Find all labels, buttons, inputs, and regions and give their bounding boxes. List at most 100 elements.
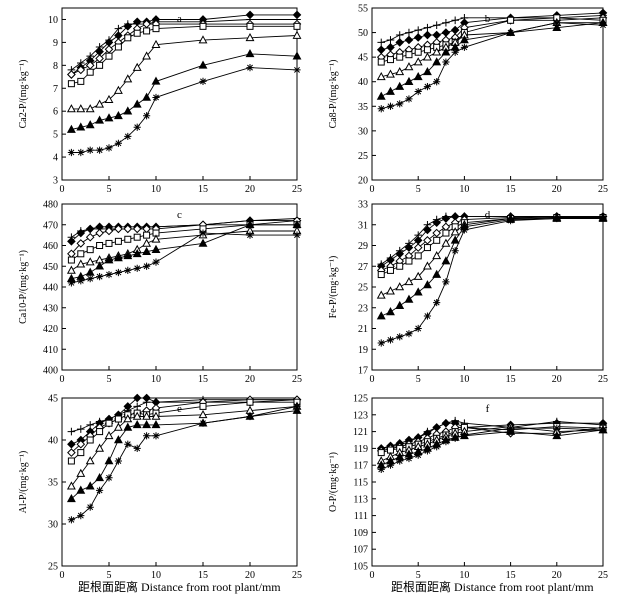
data-point	[423, 23, 432, 32]
data-point	[86, 503, 94, 511]
y-tick-label: 30	[358, 126, 368, 137]
data-point	[553, 19, 561, 27]
x-tick-label: 5	[416, 570, 421, 581]
y-tick-label: 45	[358, 53, 368, 64]
plot-frame	[371, 7, 604, 181]
panel-letter: f	[486, 403, 490, 415]
data-point	[413, 243, 423, 252]
data-point	[198, 60, 208, 69]
data-point	[123, 251, 133, 260]
data-point	[105, 52, 113, 60]
x-tick-label: 0	[60, 570, 65, 581]
data-point	[152, 432, 160, 440]
data-point	[405, 51, 413, 59]
data-point	[76, 259, 86, 268]
data-point	[151, 76, 161, 85]
data-point	[414, 26, 422, 34]
x-axis-caption-right: 距根面距离 Distance from root plant/mm	[391, 580, 594, 594]
y-tick-label: 420	[43, 324, 58, 335]
series-star	[67, 64, 301, 157]
data-point	[114, 457, 122, 465]
data-point	[376, 71, 386, 81]
data-point	[245, 219, 255, 229]
series-line	[71, 53, 298, 130]
data-point	[113, 422, 123, 431]
data-point	[142, 238, 152, 247]
y-tick-label: 31	[358, 220, 368, 231]
data-point	[422, 52, 432, 61]
data-point	[377, 105, 385, 113]
data-point	[405, 95, 413, 103]
plot-frame	[61, 7, 298, 181]
plot-frame	[371, 203, 604, 371]
data-point	[67, 439, 76, 449]
data-point	[414, 252, 422, 260]
data-point	[95, 472, 105, 482]
data-point	[198, 409, 208, 419]
series-line	[381, 17, 604, 63]
series-line	[71, 67, 298, 153]
data-point	[85, 232, 95, 242]
data-point	[386, 336, 395, 344]
data-point	[377, 339, 385, 347]
y-tick-label: 430	[43, 303, 58, 314]
series-triangle-filled	[66, 219, 302, 282]
x-tick-label: 15	[506, 184, 516, 195]
data-point	[66, 265, 76, 274]
x-tick-label: 10	[151, 374, 161, 385]
data-point	[123, 422, 133, 431]
data-point	[405, 28, 413, 37]
panel-letter: e	[177, 403, 182, 415]
data-point	[246, 231, 254, 239]
data-point	[143, 231, 151, 239]
x-tick-label: 15	[198, 374, 208, 385]
data-point	[450, 227, 460, 236]
y-tick-label: 45	[48, 394, 58, 405]
data-point	[395, 38, 405, 47]
y-tick-label: 113	[353, 494, 368, 505]
data-point	[96, 428, 104, 436]
x-tick-label: 5	[416, 374, 421, 385]
data-point	[85, 456, 95, 465]
series-square-open	[67, 22, 301, 88]
series-line	[71, 405, 298, 487]
y-tick-label: 35	[358, 102, 368, 113]
data-point	[67, 148, 75, 157]
x-tick-label: 0	[370, 374, 375, 385]
data-point	[85, 257, 95, 266]
data-point	[376, 290, 386, 299]
data-point	[396, 457, 404, 465]
data-point	[442, 18, 450, 27]
data-point	[104, 94, 114, 104]
data-point	[423, 30, 432, 40]
panel-b: 0 5 10 15 20 25 20 25 30 35 40 45 50 55 Ca8-P/(mg·kg⁻¹…	[328, 4, 608, 196]
data-point	[104, 456, 114, 465]
data-point	[395, 81, 405, 90]
series-line	[71, 401, 297, 462]
data-point	[404, 276, 414, 286]
data-point	[77, 425, 85, 433]
data-point	[376, 45, 386, 55]
x-tick-label: 20	[245, 374, 255, 385]
x-tick-label: 25	[292, 374, 302, 385]
x-tick-label: 20	[245, 570, 255, 581]
data-point	[114, 237, 122, 245]
data-point	[377, 449, 385, 457]
data-point	[442, 419, 450, 427]
data-point	[132, 393, 142, 403]
data-point	[404, 35, 414, 45]
data-point	[441, 28, 451, 37]
y-tick-label: 25	[358, 151, 368, 162]
data-point	[151, 411, 161, 420]
series-triangle-filled	[66, 49, 302, 133]
data-point	[396, 333, 404, 341]
data-point	[104, 255, 114, 264]
series-triangle-open	[66, 401, 302, 490]
data-point	[133, 444, 141, 452]
data-point	[386, 461, 395, 469]
data-point	[405, 454, 413, 463]
series-triangle-open	[66, 30, 302, 113]
data-point	[405, 330, 413, 338]
data-point	[123, 106, 133, 115]
